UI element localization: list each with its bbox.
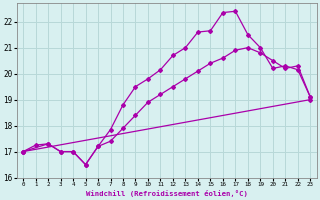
X-axis label: Windchill (Refroidissement éolien,°C): Windchill (Refroidissement éolien,°C)	[86, 190, 248, 197]
